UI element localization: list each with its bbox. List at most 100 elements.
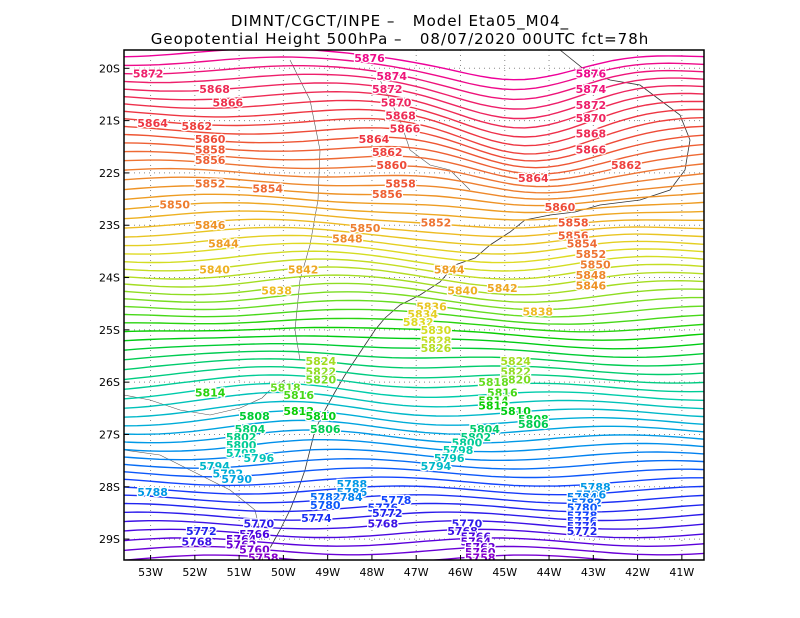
contour-label: 5816 [487,387,518,400]
contour-label: 5788 [580,481,611,494]
contour-label: 5862 [611,159,642,172]
contour-label: 5862 [182,120,213,133]
contour-label: 5856 [195,154,226,167]
contour-5836 [124,226,704,247]
contour-label: 5822 [500,366,531,379]
contour-5798 [124,382,704,402]
contour-label: 5788 [137,486,168,499]
contour-label: 5848 [332,232,363,245]
contour-label: 5852 [421,217,452,230]
contour-label: 5766 [460,530,491,543]
contour-label: 5830 [421,324,452,337]
contour-label: 5798 [443,444,474,457]
contour-label: 5792 [213,468,244,481]
contour-5766 [124,528,704,539]
contour-5812 [124,326,704,341]
contour-label: 5872 [133,68,164,81]
contour-label: 5852 [576,248,607,261]
contour-5820 [124,291,704,311]
contour-label: 5796 [244,452,275,465]
contour-5776 [124,485,704,496]
contour-5834 [124,234,704,255]
x-tick-label: 48W [360,566,385,579]
contour-label: 5804 [235,423,266,436]
contour-5796 [124,391,704,410]
contour-5792 [124,410,704,427]
contour-5878 [124,50,704,81]
contour-5846 [124,185,704,207]
contour-label: 5850 [159,198,190,211]
contour-label: 5762 [226,538,257,551]
coastline-inland-2 [124,449,263,541]
contour-label: 5818 [270,381,301,394]
title-line-2: Geopotential Height 500hPa – 08/07/2020 … [150,30,650,48]
contour-label: 5868 [576,128,607,141]
contour-label: 5844 [208,238,239,251]
contour-5818 [124,299,704,318]
contour-label: 5864 [359,133,390,146]
contour-label: 5764 [460,536,491,549]
contour-label: 5872 [576,99,607,112]
contour-5854 [124,150,704,182]
contour-5780 [124,467,704,479]
contour-label: 5836 [416,300,447,313]
x-tick-label: 41W [669,566,694,579]
contour-label: 5874 [376,70,407,83]
y-tick-label: 22S [99,167,120,180]
contour-5760 [124,554,617,560]
contour-label: 5854 [567,238,598,251]
contour-5830 [124,250,704,272]
x-tick-label: 51W [227,566,252,579]
contour-5824 [124,274,704,296]
contour-5828 [124,258,704,280]
contour-lines [124,50,704,560]
contour-5774 [124,494,704,504]
contour-5864 [124,108,704,147]
contour-label: 5856 [372,188,403,201]
contour-5832 [124,242,704,264]
x-tick-label: 49W [315,566,340,579]
map-title: DIMNT/CGCT/INPE – Model Eta05_M04_ Geopot… [0,12,800,48]
contour-label: 5842 [487,282,518,295]
contour-5788 [124,429,704,444]
contour-5822 [124,282,704,303]
contour-label: 5850 [350,222,381,235]
contour-label: 5838 [522,306,553,319]
contour-label: 5844 [434,264,465,277]
latitude-axis: 20S 21S 22S 23S 24S 25S 26S 27S 28S 29S [99,62,129,546]
contour-label: 5806 [310,423,341,436]
contour-5810 [124,335,704,350]
y-tick-label: 24S [99,272,120,285]
contour-label: 5876 [354,52,385,65]
contour-5850 [124,167,704,194]
contour-label: 5868 [199,83,230,96]
contour-label: 5838 [261,285,292,298]
contour-label: 5778 [567,510,598,523]
coastline-inland-1 [124,379,286,416]
contour-5858 [124,133,704,169]
contour-5848 [124,176,704,200]
contour-label: 5820 [500,374,531,387]
contour-label: 5802 [226,431,257,444]
contour-label: 5788 [337,478,368,491]
contour-5794 [124,400,704,418]
contour-5842 [124,201,704,221]
x-tick-label: 44W [537,566,562,579]
y-tick-label: 26S [99,376,120,389]
contour-label: 5816 [283,389,314,402]
contour-label: 5770 [244,517,275,530]
contour-label: 5874 [576,83,607,96]
contour-label: 5806 [518,418,549,431]
contour-label: 5850 [580,258,611,271]
contour-label: 5810 [500,405,531,418]
contour-5790 [124,419,704,436]
y-tick-label: 28S [99,481,120,494]
contour-label: 5812 [283,405,314,418]
contour-label: 5860 [376,159,407,172]
contour-5860 [124,125,704,162]
longitude-axis: 53W 52W 51W 50W 49W 48W 47W 46W 45W 44W 43W 42W 41W [138,555,694,579]
y-tick-label: 21S [99,115,120,128]
contour-label: 5764 [226,533,257,546]
contour-5866 [124,99,704,138]
contour-5808 [124,343,704,358]
